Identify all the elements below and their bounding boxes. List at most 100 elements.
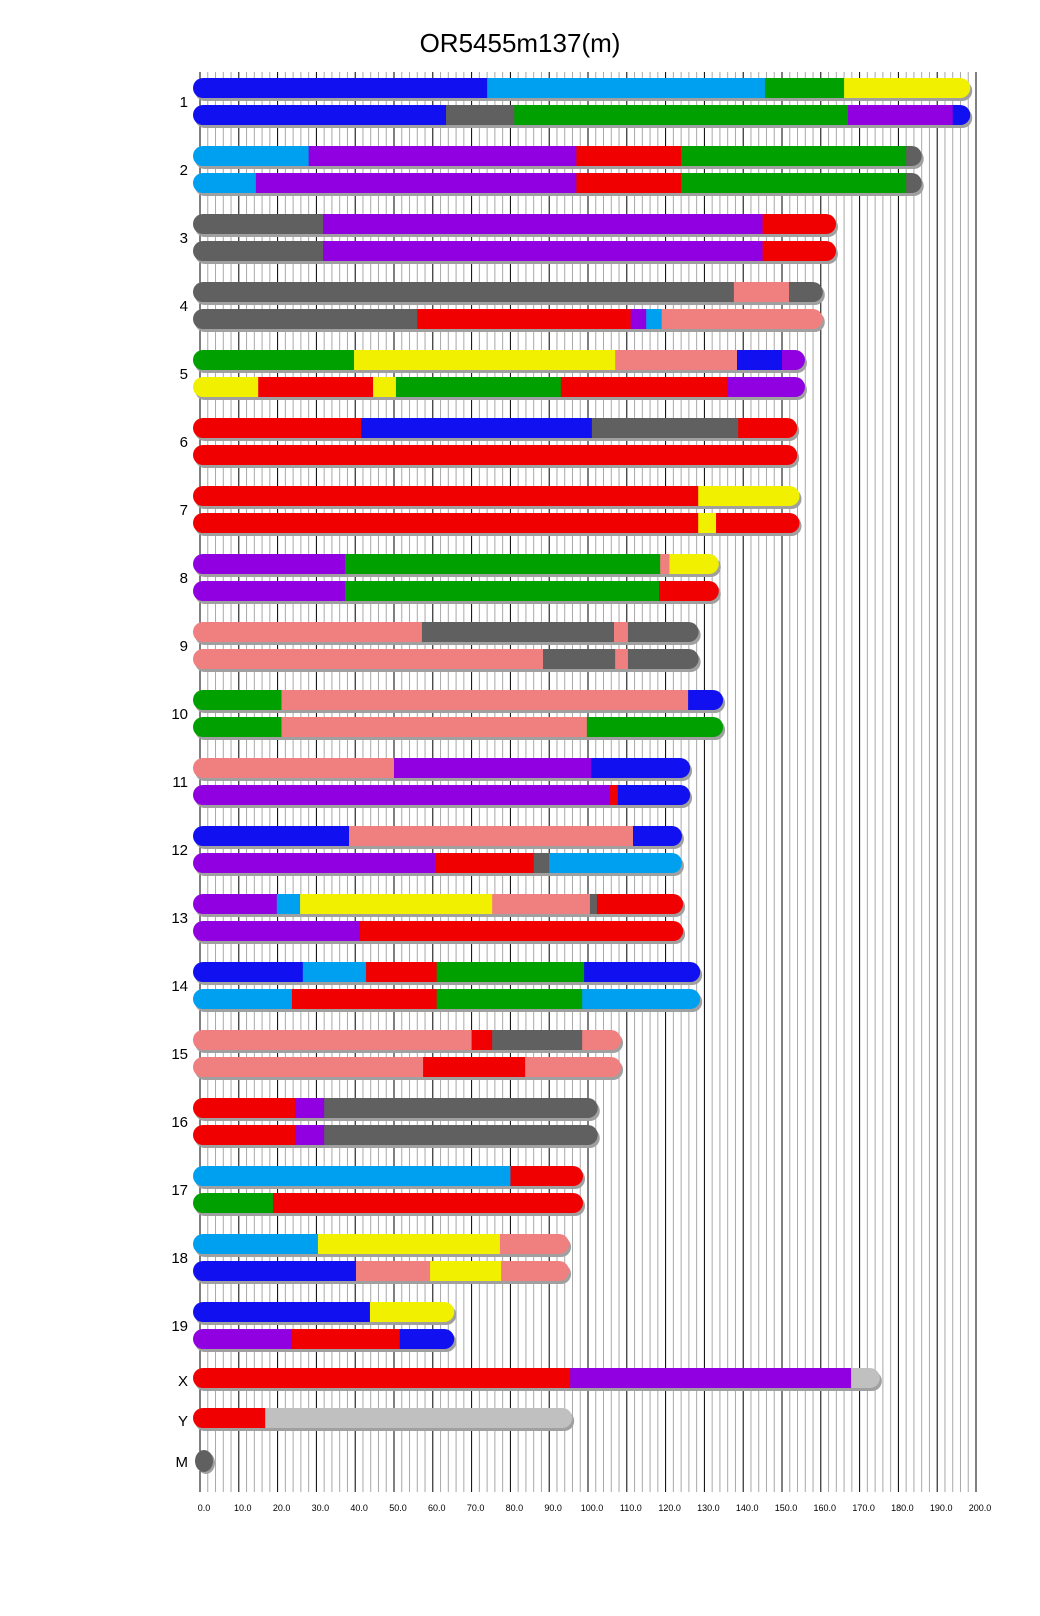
chromosome-segment-green — [436, 989, 583, 1009]
chromosome-segment-red — [560, 377, 729, 397]
chromosome-segment-grey — [492, 1030, 583, 1050]
chromosome-segment-salmon — [193, 649, 544, 669]
chromosome-segment-green — [514, 105, 849, 125]
chromosome-segment-green — [345, 554, 661, 574]
chromosome-segment-red — [193, 1125, 296, 1145]
x-tick-label: 140.0 — [736, 1503, 759, 1513]
chromosome-label: 13 — [171, 910, 188, 927]
chromosome-label: X — [178, 1373, 188, 1390]
chromosome-label: 5 — [180, 366, 188, 383]
chromosome-segment-red — [762, 214, 836, 234]
chromosome-segment-salmon — [193, 1057, 424, 1077]
chromosome-segment-red — [291, 1329, 401, 1349]
chromosome-segment-lightgrey — [851, 1368, 880, 1388]
chromosome-label: 18 — [171, 1250, 188, 1267]
chromosome-segment-blue — [617, 785, 691, 805]
chromosome-segment-salmon — [525, 1057, 622, 1077]
chromosome-segment-grey — [589, 894, 598, 914]
x-tick-label: 200.0 — [969, 1503, 992, 1513]
chromosome-segment-yellow — [300, 894, 493, 914]
x-tick-label: 120.0 — [658, 1503, 681, 1513]
chromosome-segment-purple — [570, 1368, 852, 1388]
chromosome-segment-yellow — [698, 513, 717, 533]
chromosome-segment-purple — [782, 350, 805, 370]
chromosome-segment-red — [193, 486, 699, 506]
chromosome-label: 3 — [180, 230, 188, 247]
x-tick-label: 60.0 — [428, 1503, 446, 1513]
chromosome-segment-blue — [361, 418, 593, 438]
chromosome-segment-red — [193, 445, 798, 465]
chromosome-segment-purple — [193, 785, 611, 805]
chromosome-segment-purple — [255, 173, 577, 193]
chromosome-segment-red — [471, 1030, 493, 1050]
chromosome-segment-red — [193, 1408, 266, 1428]
chromosome-segment-salmon — [355, 1261, 431, 1281]
chromosome-segment-purple — [193, 894, 278, 914]
chromosome-segment-grey — [533, 853, 550, 873]
chromosome-segment-grey — [193, 282, 735, 302]
chromosome-segment-salmon — [733, 282, 790, 302]
chromosome-segment-red — [610, 785, 619, 805]
chromosome-segment-lightblue — [487, 78, 766, 98]
chromosome-segment-blue — [633, 826, 682, 846]
chromosome-segment-green — [436, 962, 585, 982]
chromosome-segment-lightblue — [193, 173, 257, 193]
x-tick-label: 20.0 — [273, 1503, 291, 1513]
chromosome-segment-grey — [193, 214, 324, 234]
chromosome-label: 8 — [180, 570, 188, 587]
chromosome-segment-blue — [584, 962, 701, 982]
chromosome-segment-salmon — [661, 309, 823, 329]
chromosome-label: 17 — [171, 1182, 188, 1199]
chromosome-label: 1 — [180, 94, 188, 111]
chromosome-segment-purple — [193, 1329, 293, 1349]
chromosome-segment-lightblue — [193, 989, 293, 1009]
chromosome-segment-red — [193, 513, 699, 533]
chromosome-segment-salmon — [613, 622, 629, 642]
chromosome-segment-grey — [193, 241, 324, 261]
chromosome-segment-grey — [788, 282, 823, 302]
chromosome-segment-red — [291, 989, 438, 1009]
chromosome-segment-grey — [421, 622, 615, 642]
chromosome-segment-blue — [399, 1329, 455, 1349]
chromosome-segment-blue — [193, 1261, 357, 1281]
chromosome-segment-blue — [591, 758, 691, 778]
chromosome-segment-red — [659, 581, 719, 601]
chromosome-segment-yellow — [669, 554, 719, 574]
chromosome-segment-red — [193, 1098, 296, 1118]
chromosome-segment-red — [423, 1057, 526, 1077]
chromosome-segment-purple — [193, 921, 361, 941]
chromosome-segment-lightblue — [549, 853, 682, 873]
x-tick-label: 70.0 — [467, 1503, 485, 1513]
chromosome-segment-blue — [193, 962, 304, 982]
chromosome-segment-purple — [193, 581, 346, 601]
chromosome-segment-lightblue — [193, 1166, 511, 1186]
x-tick-label: 10.0 — [234, 1503, 252, 1513]
chromosome-segment-blue — [952, 105, 971, 125]
x-tick-label: 180.0 — [891, 1503, 914, 1513]
chromosome-label: 11 — [172, 774, 188, 791]
chromosome-segment-green — [193, 690, 282, 710]
chromosome-segment-yellow — [317, 1234, 501, 1254]
chromosome-segment-lightblue — [302, 962, 367, 982]
chromosome-segment-lightblue — [276, 894, 301, 914]
chromosome-segment-blue — [193, 78, 488, 98]
chromosome-segment-red — [762, 241, 836, 261]
chromosome-segment-green — [345, 581, 660, 601]
chromosome-label: M — [176, 1454, 189, 1471]
chromosome-segment-red — [716, 513, 800, 533]
chromosome-segment-blue — [193, 826, 350, 846]
chromosome-label: 2 — [180, 162, 188, 179]
chromosome-segment-lightblue — [193, 1234, 319, 1254]
chromosome-segment-red — [417, 309, 632, 329]
chromosome-segment-red — [193, 418, 362, 438]
chromosome-segment-yellow — [698, 486, 800, 506]
chromosome-segment-yellow — [193, 377, 259, 397]
chromosome-segment-purple — [847, 105, 954, 125]
x-tick-label: 50.0 — [389, 1503, 407, 1513]
chromosome-segment-salmon — [501, 1261, 570, 1281]
chromosome-segment-yellow — [354, 350, 616, 370]
chromosome-segment-green — [193, 717, 282, 737]
chromosome-label: 7 — [180, 502, 188, 519]
x-tick-label: 100.0 — [581, 1503, 604, 1513]
x-tick-label: 40.0 — [350, 1503, 368, 1513]
